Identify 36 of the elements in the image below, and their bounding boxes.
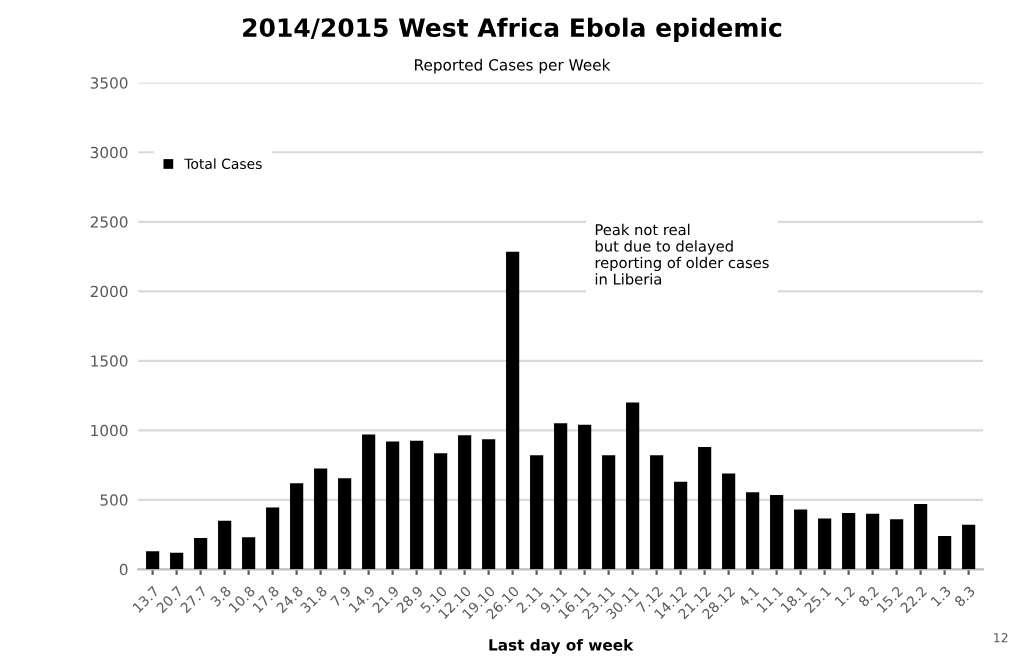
bar (290, 483, 304, 570)
bar (890, 519, 904, 570)
bar (818, 518, 832, 570)
bar (194, 538, 208, 570)
bar (602, 455, 616, 570)
bar (650, 455, 664, 570)
bar (338, 478, 352, 570)
bar (386, 441, 400, 570)
bar (170, 552, 184, 570)
bar (722, 473, 736, 570)
bar (698, 446, 712, 570)
bar (266, 507, 280, 570)
bar (962, 524, 976, 570)
bar (506, 251, 520, 570)
bar (242, 537, 256, 570)
bar (218, 520, 232, 570)
bar (866, 513, 880, 570)
chart-title: 2014/2015 West Africa Ebola epidemic (243, 17, 782, 42)
bar (626, 402, 640, 570)
bar (674, 481, 688, 570)
bar (146, 551, 160, 570)
bar (410, 440, 424, 570)
bar (554, 423, 568, 570)
bar (434, 453, 448, 570)
bar (578, 424, 592, 570)
bar (458, 435, 472, 570)
bar (794, 509, 808, 570)
bar (770, 494, 784, 570)
bar (938, 535, 952, 570)
bar (746, 492, 760, 570)
bar (530, 455, 544, 570)
bar (482, 439, 496, 570)
bar (314, 468, 328, 570)
bar (842, 513, 856, 570)
bar (362, 434, 376, 570)
bar (914, 503, 928, 570)
